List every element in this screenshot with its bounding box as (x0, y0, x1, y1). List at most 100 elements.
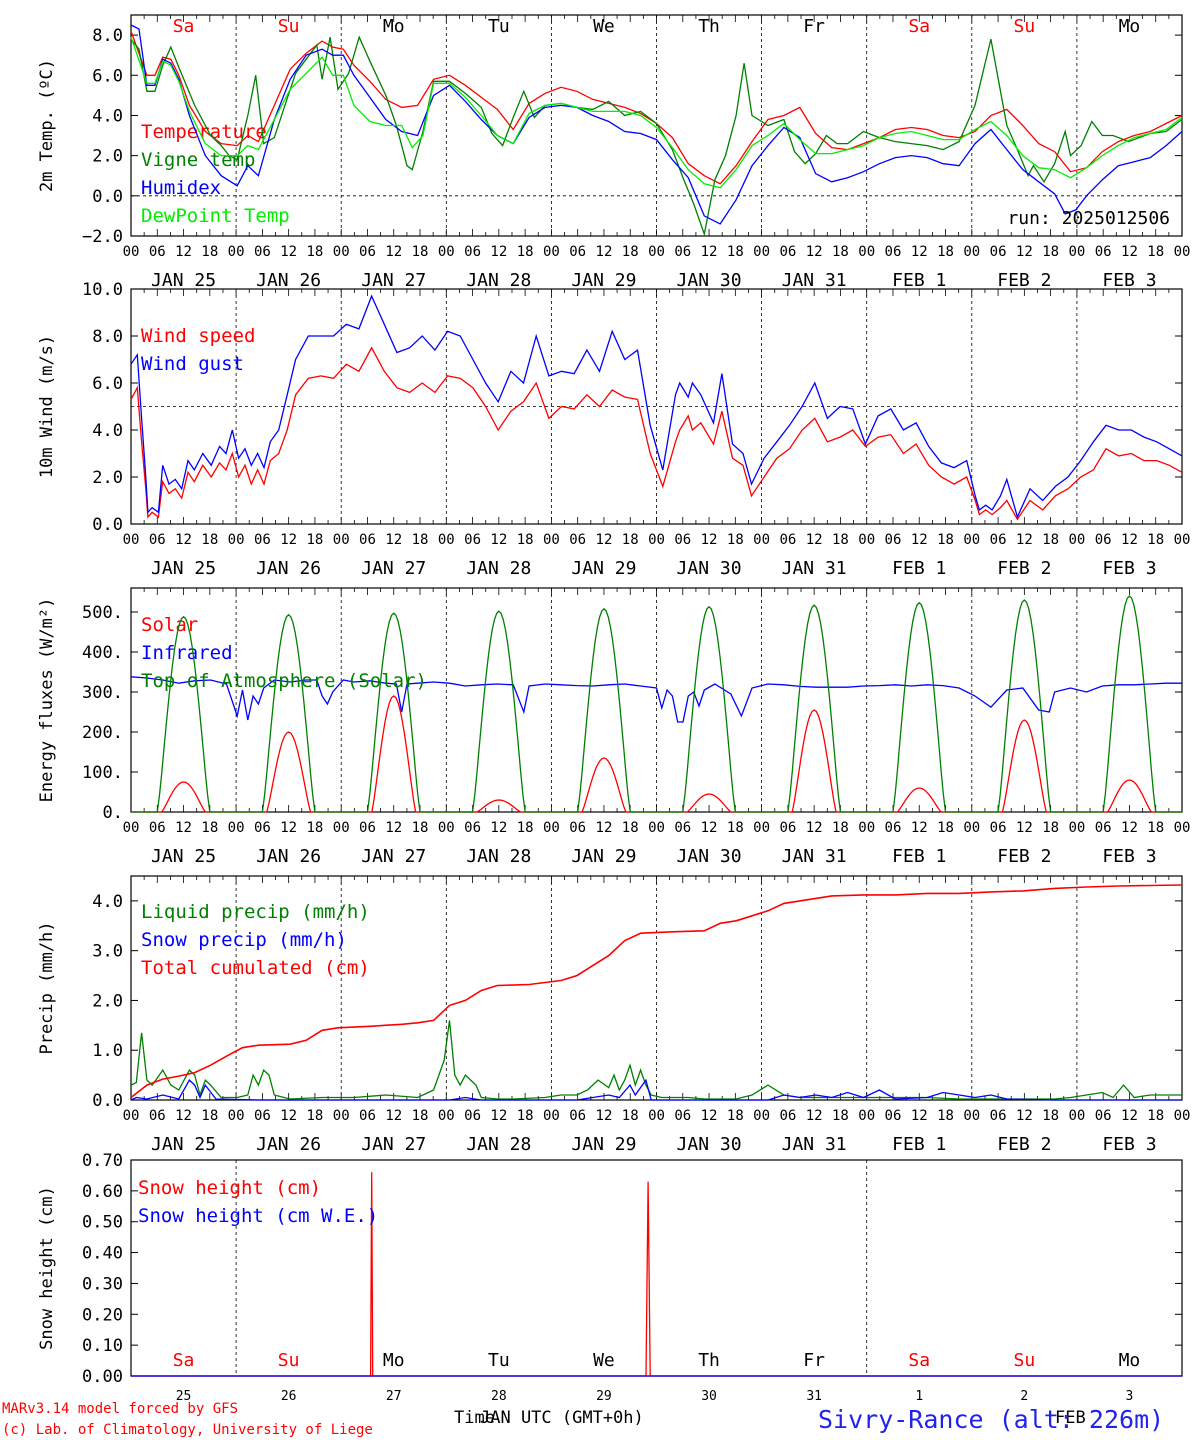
y-tick-label: 6.0 (92, 374, 123, 394)
hour-label: 12 (701, 820, 718, 836)
hour-label: 00 (648, 532, 665, 548)
model-credit: MARv3.14 model forced by GFS (2, 1401, 238, 1417)
y-tick-label: −2.0 (82, 227, 123, 247)
weekday-label: Su (278, 16, 300, 37)
series-line-wind-speed (130, 346, 1183, 521)
legend-entry: Wind gust (141, 353, 244, 375)
legend-entry: Temperature (141, 121, 267, 143)
hour-label: 18 (517, 1108, 534, 1124)
legend-entry: Total cumulated (cm) (141, 957, 370, 979)
y-tick-label: 0.0 (92, 1091, 123, 1111)
hour-label: 18 (201, 244, 218, 260)
y-tick-label: 0.0 (92, 515, 123, 535)
legend-entry: Snow height (cm W.E.) (138, 1205, 378, 1227)
chart-panel-4: 0.0 1.0 2.0 3.0 4.0 Precip (mm/h) 00 06 12 18 JAN … (37, 875, 1190, 1155)
hour-label: 00 (858, 532, 875, 548)
weekday-label: Sa (908, 16, 930, 37)
date-label: FEB 3 (1102, 1134, 1156, 1155)
hour-label: 12 (806, 532, 823, 548)
hour-label: 06 (885, 532, 902, 548)
weekday-label: Su (1014, 1350, 1036, 1371)
hour-label: 12 (1016, 1108, 1033, 1124)
hour-label: 12 (1121, 244, 1138, 260)
date-label: FEB 1 (892, 846, 946, 867)
hour-label: 12 (911, 244, 928, 260)
hour-label: 18 (517, 532, 534, 548)
hour-label: 06 (1095, 244, 1112, 260)
hour-label: 12 (1016, 532, 1033, 548)
hour-label: 18 (727, 244, 744, 260)
hour-label: 00 (438, 244, 455, 260)
date-label: JAN 25 (151, 846, 216, 867)
date-label: JAN 26 (256, 558, 321, 579)
hour-label: 06 (254, 532, 271, 548)
day-number-label: 3 (1126, 1389, 1134, 1404)
day-number-label: 1 (915, 1389, 923, 1404)
date-label: JAN 27 (361, 1134, 426, 1155)
hour-label: 06 (990, 1108, 1007, 1124)
y-tick-label: 0.00 (82, 1367, 123, 1387)
month-overlap-label: FEB (1055, 1408, 1086, 1428)
date-label: JAN 26 (256, 846, 321, 867)
hour-label: 18 (937, 1108, 954, 1124)
date-label: JAN 28 (466, 558, 531, 579)
date-label: FEB 1 (892, 270, 946, 291)
hour-label: 00 (228, 1108, 245, 1124)
hour-label: 12 (911, 532, 928, 548)
hour-label: 00 (228, 532, 245, 548)
date-label: JAN 25 (151, 1134, 216, 1155)
chart-panel-5: 0.00 0.10 0.20 0.30 0.40 0.50 0.60 0.70 Snow hei… (37, 1151, 1183, 1404)
hour-label: 00 (648, 244, 665, 260)
hour-label: 00 (543, 820, 560, 836)
date-label: FEB 3 (1102, 558, 1156, 579)
weekday-label: We (593, 1350, 615, 1371)
hour-label: 06 (779, 532, 796, 548)
hour-label: 06 (674, 532, 691, 548)
chart-panel-2: 0.0 2.0 4.0 6.0 8.0 10.0 10m Wind (m/s) 00 06 12 1… (37, 280, 1190, 579)
charts-layer: −2.0 0.0 2.0 4.0 6.0 8.0 2m Temp. (ºC) Sa Su Mo Tu… (37, 14, 1190, 1404)
hour-label: 00 (333, 1108, 350, 1124)
hour-label: 12 (596, 532, 613, 548)
y-tick-label: 2.0 (92, 468, 123, 488)
plot-frame (130, 587, 1183, 813)
hour-label: 12 (1121, 820, 1138, 836)
series-line-snow-precip-mm-h- (130, 1078, 1182, 1101)
hour-label: 18 (517, 820, 534, 836)
weekday-label: Fr (803, 16, 825, 37)
hour-label: 18 (1042, 532, 1059, 548)
hour-label: 18 (412, 1108, 429, 1124)
hour-label: 00 (1068, 244, 1085, 260)
weekday-label: Mo (1119, 16, 1141, 37)
hour-label: 00 (963, 532, 980, 548)
y-tick-label: 10.0 (82, 280, 123, 300)
y-tick-label: 100. (82, 763, 123, 783)
hour-label: 00 (858, 244, 875, 260)
y-axis-label: Precip (mm/h) (37, 921, 57, 1054)
hour-label: 00 (123, 820, 140, 836)
hour-label: 12 (1016, 820, 1033, 836)
y-tick-label: 200. (82, 723, 123, 743)
hour-label: 00 (543, 532, 560, 548)
hour-label: 00 (438, 532, 455, 548)
series-line-wind-gust (130, 294, 1183, 519)
y-axis-label: Snow height (cm) (37, 1186, 57, 1350)
hour-label: 12 (911, 820, 928, 836)
hour-label: 18 (832, 532, 849, 548)
hour-label: 00 (753, 532, 770, 548)
weekday-label: Tu (488, 1350, 510, 1371)
hour-label: 18 (1042, 244, 1059, 260)
hour-label: 12 (280, 244, 297, 260)
date-label: JAN 26 (256, 1134, 321, 1155)
hour-label: 00 (648, 820, 665, 836)
y-tick-label: 0.60 (82, 1182, 123, 1202)
weekday-label: Fr (803, 1350, 825, 1371)
date-label: FEB 1 (892, 558, 946, 579)
series-line-snow-height-cm- (131, 1172, 1182, 1377)
hour-label: 12 (280, 1108, 297, 1124)
y-tick-label: 2.0 (92, 991, 123, 1011)
hour-label: 18 (517, 244, 534, 260)
hour-label: 06 (674, 820, 691, 836)
hour-label: 06 (674, 244, 691, 260)
hour-label: 06 (359, 244, 376, 260)
hour-label: 18 (306, 1108, 323, 1124)
